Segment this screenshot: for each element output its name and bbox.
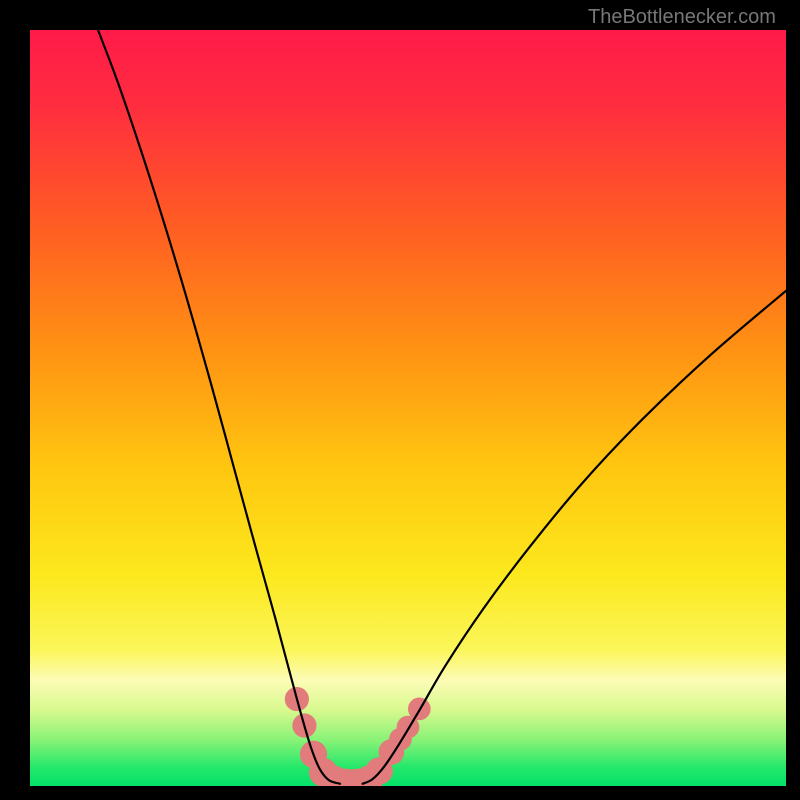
outer-frame: TheBottlenecker.com — [0, 0, 800, 800]
chart-svg — [30, 30, 786, 786]
plot-area — [30, 30, 786, 786]
gradient-background — [30, 30, 786, 786]
watermark-text: TheBottlenecker.com — [588, 6, 776, 29]
